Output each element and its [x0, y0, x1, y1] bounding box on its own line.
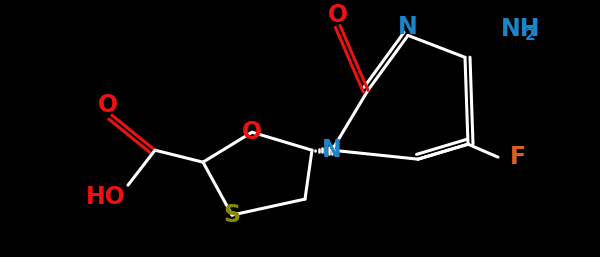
- Text: O: O: [242, 120, 262, 144]
- Text: N: N: [398, 15, 418, 39]
- Text: NH: NH: [501, 17, 541, 41]
- Text: S: S: [223, 203, 241, 227]
- Text: N: N: [322, 138, 342, 162]
- Text: O: O: [328, 3, 348, 27]
- Text: F: F: [510, 145, 526, 169]
- Text: O: O: [98, 93, 118, 117]
- Text: HO: HO: [86, 185, 126, 209]
- Text: 2: 2: [525, 28, 536, 43]
